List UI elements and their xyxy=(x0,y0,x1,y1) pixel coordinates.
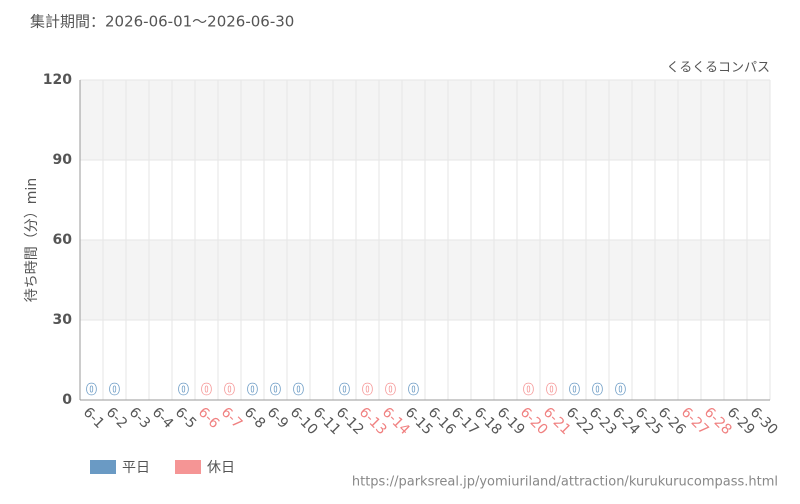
data-label: 0 xyxy=(178,381,188,399)
legend-label: 平日 xyxy=(122,460,150,476)
data-label: 0 xyxy=(339,381,349,399)
data-label: 0 xyxy=(385,381,395,399)
data-label: 0 xyxy=(293,381,303,399)
data-label: 0 xyxy=(109,381,119,399)
legend-swatch xyxy=(175,460,201,474)
data-label: 0 xyxy=(270,381,280,399)
data-label: 0 xyxy=(224,381,234,399)
x-tick-label: 6-6 xyxy=(195,404,223,432)
x-tick-label: 6-2 xyxy=(103,404,130,431)
y-tick-label: 120 xyxy=(43,72,72,88)
chart-title: 集計期間：2026-06-01～2026-06-30 xyxy=(30,13,294,31)
data-label: 0 xyxy=(523,381,533,399)
x-tick-label: 6-3 xyxy=(126,404,153,431)
y-tick-label: 30 xyxy=(53,312,73,328)
x-tick-label: 6-7 xyxy=(218,404,245,431)
y-tick-label: 90 xyxy=(53,152,73,168)
data-label: 0 xyxy=(546,381,556,399)
y-tick-label: 60 xyxy=(53,232,73,248)
data-label: 0 xyxy=(592,381,602,399)
data-label: 0 xyxy=(86,381,96,399)
legend-label: 休日 xyxy=(207,460,235,476)
x-tick-label: 6-1 xyxy=(80,404,107,431)
data-label: 0 xyxy=(615,381,625,399)
source: くるくるコンパス xyxy=(667,61,770,76)
x-tick-label: 6-8 xyxy=(241,404,268,431)
legend-swatch xyxy=(90,460,116,474)
y-tick-label: 0 xyxy=(62,392,72,408)
data-label: 0 xyxy=(569,381,579,399)
data-label: 0 xyxy=(362,381,372,399)
x-tick-label: 6-4 xyxy=(149,404,177,432)
data-label: 0 xyxy=(201,381,211,399)
y-axis-label: 待ち時間（分）min xyxy=(24,178,40,302)
x-tick-label: 6-9 xyxy=(264,404,291,431)
data-label: 0 xyxy=(247,381,257,399)
x-tick-label: 6-5 xyxy=(172,404,199,431)
data-label: 0 xyxy=(408,381,418,399)
url: https://parksreal.jp/yomiuriland/attract… xyxy=(352,475,778,490)
